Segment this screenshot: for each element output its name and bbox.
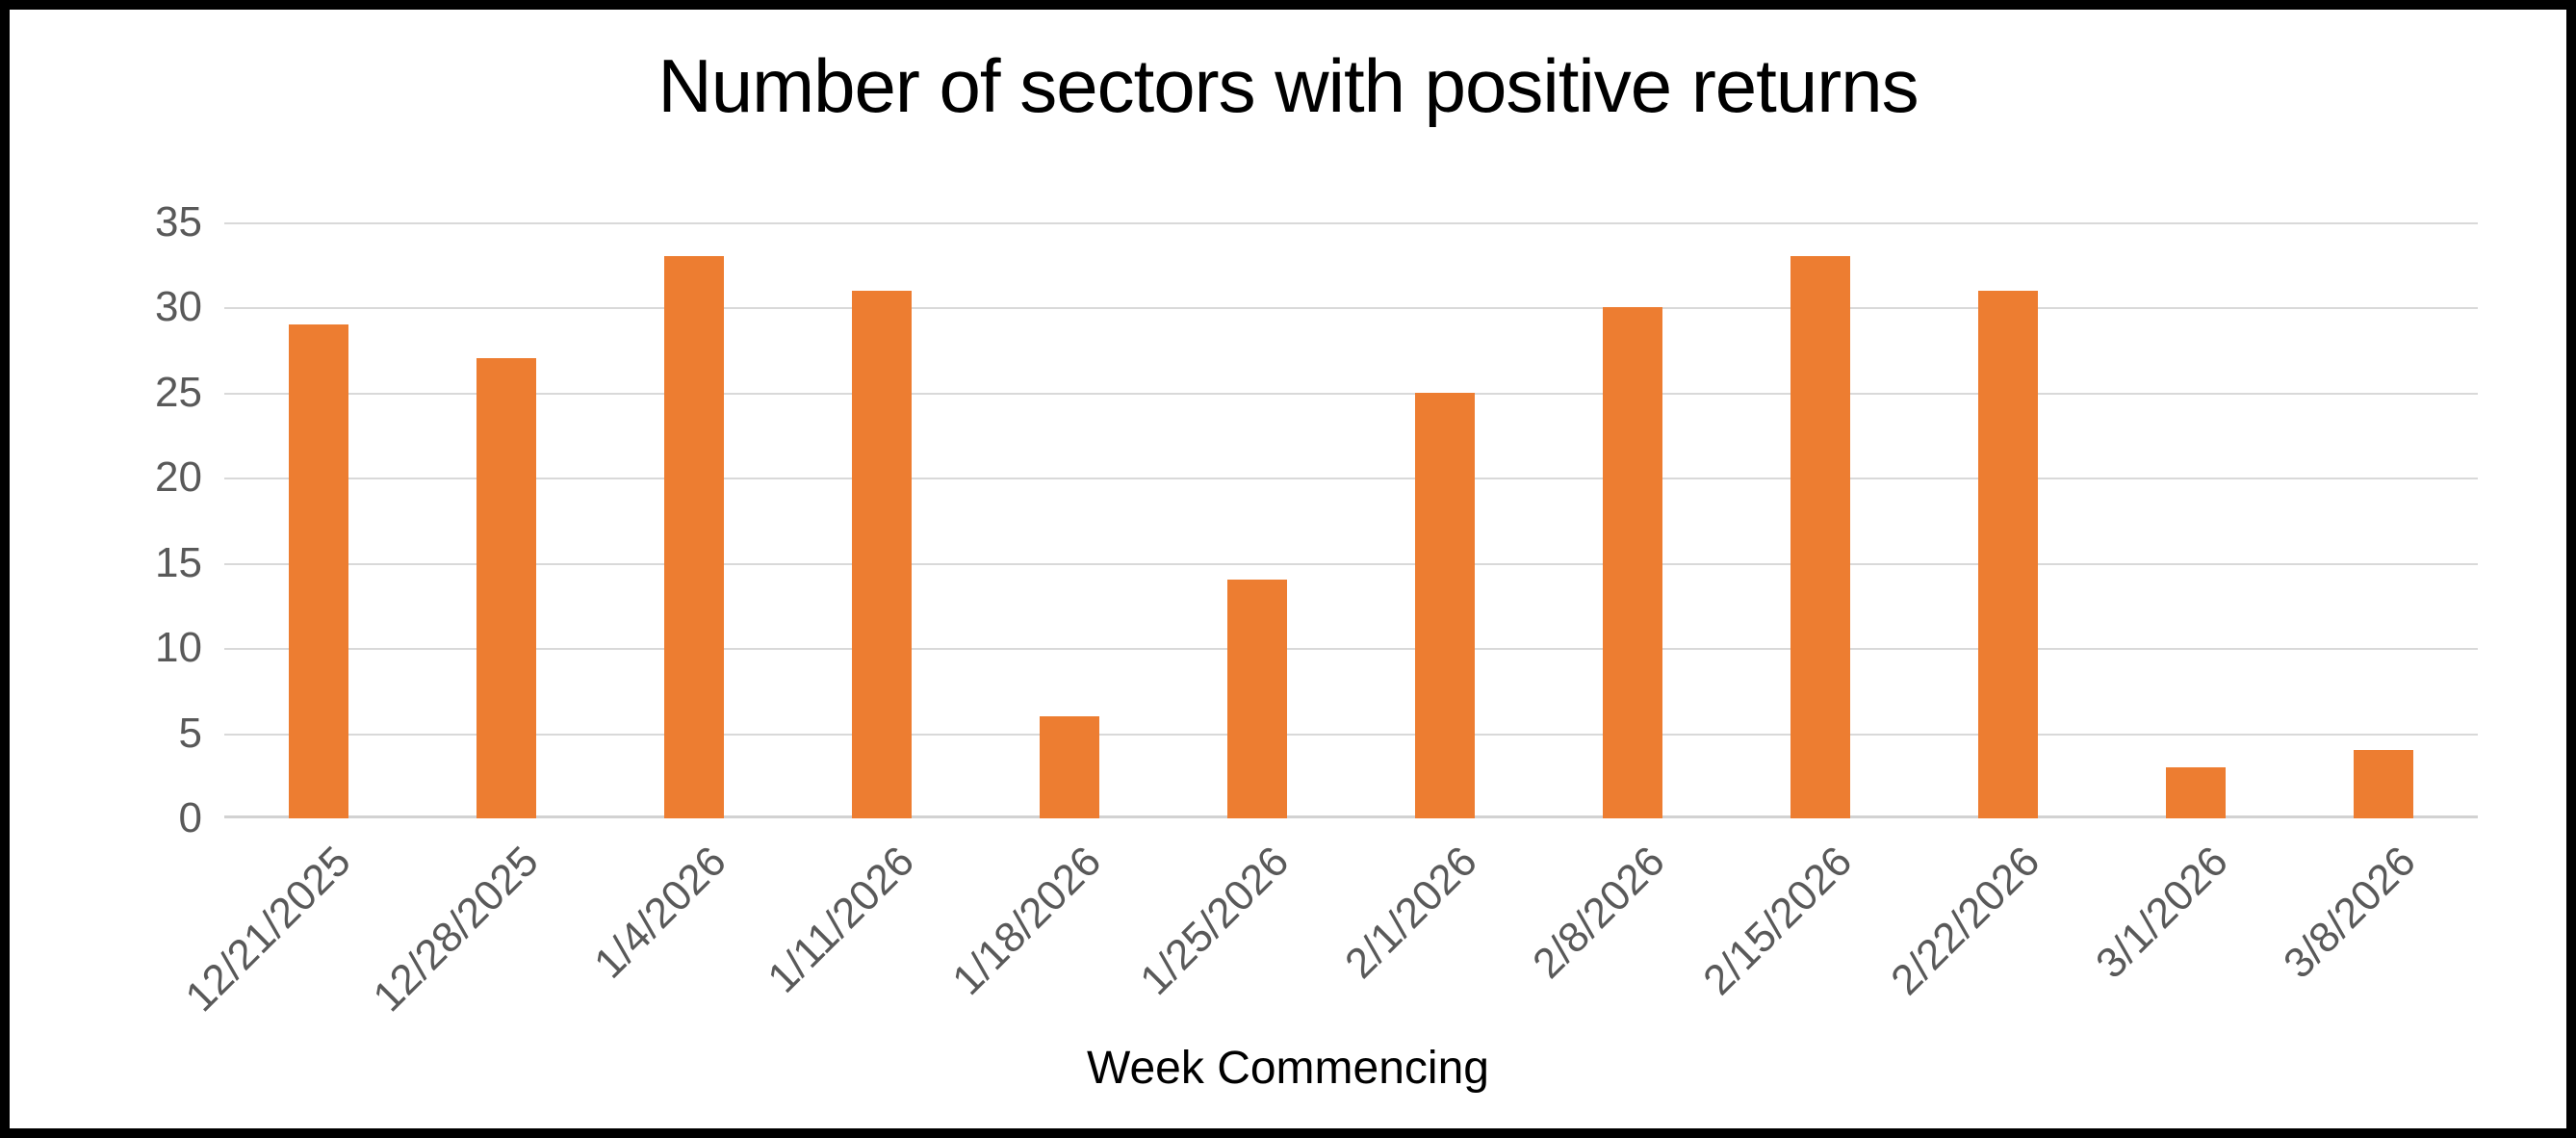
y-tick-label: 30 <box>155 283 202 330</box>
x-axis-line <box>224 815 2478 818</box>
bar <box>1978 291 2038 818</box>
bar <box>2166 767 2226 818</box>
y-tick-label: 35 <box>155 198 202 246</box>
x-tick-label: 1/25/2026 <box>1131 837 1299 1004</box>
y-tick-label: 25 <box>155 369 202 416</box>
bar <box>2354 750 2413 818</box>
x-tick-label: 1/4/2026 <box>584 837 735 988</box>
x-tick-label: 3/1/2026 <box>2086 837 2237 988</box>
bar <box>1227 580 1287 818</box>
gridline <box>224 478 2478 479</box>
y-tick-label: 15 <box>155 539 202 586</box>
plot-area <box>224 222 2478 818</box>
y-tick-label: 0 <box>178 794 202 841</box>
x-tick-label: 2/15/2026 <box>1694 837 1862 1004</box>
bar <box>1790 256 1850 818</box>
x-tick-label: 3/8/2026 <box>2274 837 2425 988</box>
x-tick-label: 2/22/2026 <box>1882 837 2049 1004</box>
y-tick-label: 5 <box>178 710 202 757</box>
bar <box>852 291 912 818</box>
x-tick-label: 2/8/2026 <box>1523 837 1674 988</box>
bar <box>1040 716 1099 818</box>
x-tick-label: 2/1/2026 <box>1335 837 1486 988</box>
x-axis-title: Week Commencing <box>1087 1043 1489 1094</box>
chart-canvas: Number of sectors with positive returns … <box>10 10 2566 1128</box>
chart-title: Number of sectors with positive returns <box>657 43 1919 128</box>
bar <box>1603 307 1662 818</box>
y-tick-label: 20 <box>155 453 202 501</box>
gridline <box>224 393 2478 395</box>
bar <box>664 256 724 818</box>
gridline <box>224 734 2478 736</box>
x-tick-label: 1/18/2026 <box>943 837 1111 1004</box>
y-tick-label: 10 <box>155 624 202 671</box>
x-tick-label: 1/11/2026 <box>758 837 923 1002</box>
gridline <box>224 222 2478 224</box>
gridline <box>224 307 2478 309</box>
x-tick-label: 12/21/2025 <box>176 837 360 1022</box>
gridline <box>224 648 2478 650</box>
x-tick-label: 12/28/2025 <box>364 837 548 1022</box>
bar <box>1415 393 1475 818</box>
gridline <box>224 563 2478 565</box>
bar <box>477 358 536 818</box>
bar <box>289 324 348 818</box>
